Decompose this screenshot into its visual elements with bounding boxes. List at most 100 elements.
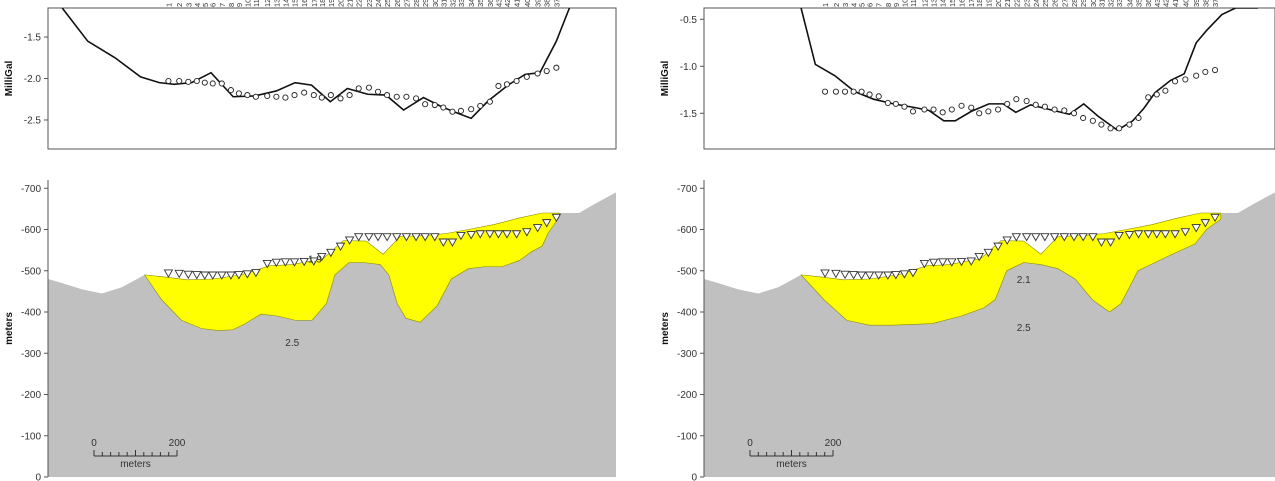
station-marker — [919, 260, 930, 269]
station-label: 3 — [184, 3, 193, 7]
station-marker — [1114, 231, 1124, 241]
observed-gravity-point — [1145, 94, 1152, 101]
station-label: 31 — [439, 0, 448, 7]
station-label: 27 — [1060, 0, 1069, 7]
sediment-body — [143, 212, 560, 331]
station-marker — [401, 233, 412, 242]
station-marker — [856, 271, 867, 280]
observed-gravity-point — [282, 94, 289, 101]
station-marker — [522, 228, 532, 237]
observed-gravity-point — [291, 92, 298, 99]
station-label: 21 — [346, 0, 355, 7]
observed-gravity-point — [1032, 101, 1039, 108]
station-label: 14 — [281, 0, 290, 7]
observed-gravity-point — [393, 93, 400, 100]
observed-gravity-point — [1182, 76, 1189, 83]
station-label: 42 — [503, 0, 512, 7]
station-marker — [1096, 238, 1107, 247]
station-label: 25 — [383, 0, 392, 7]
station-label: 12 — [263, 0, 272, 7]
observed-gravity-point — [523, 73, 530, 80]
station-label: 30 — [1089, 0, 1098, 7]
station-label: 7 — [218, 3, 227, 7]
station-label: 17 — [967, 0, 976, 7]
station-label: 41 — [1171, 0, 1180, 7]
station-label: 5 — [201, 3, 210, 7]
station-label: 9 — [235, 3, 244, 7]
station-label: 28 — [412, 0, 421, 7]
station-marker — [466, 231, 476, 240]
station-label: 18 — [318, 0, 327, 7]
station-marker — [928, 258, 939, 268]
station-label: 32 — [448, 0, 457, 7]
station-label: 36 — [486, 0, 495, 7]
observed-gravity-point — [374, 88, 382, 95]
density-model-right: -700 -600 -500 -400 -300 -200 -100 0 meters 2.1 2.… — [660, 180, 1275, 481]
observed-gravity-point — [486, 98, 493, 105]
observed-gravity-point — [337, 95, 344, 102]
observed-gravity-point — [1061, 107, 1068, 114]
station-marker — [1002, 236, 1012, 245]
observed-gravity-point — [1089, 117, 1096, 124]
y-tick-label: -300 — [21, 349, 41, 360]
station-marker — [344, 236, 355, 245]
sediment-body — [800, 212, 1222, 326]
station-label: 6 — [209, 3, 218, 7]
station-label: 23 — [1023, 0, 1032, 7]
y-tick-label: -700 — [21, 184, 41, 195]
station-marker — [411, 233, 421, 242]
observed-gravity-point — [218, 80, 225, 87]
observed-gravity-point — [1153, 91, 1160, 98]
station-label: 6 — [866, 3, 875, 7]
plot-frame — [47, 7, 617, 150]
station-label: 23 — [365, 0, 374, 7]
observed-gravity-point — [958, 102, 965, 109]
station-marker — [1170, 230, 1180, 239]
station-label: 30 — [431, 0, 440, 7]
y-tick-label: -600 — [677, 225, 697, 236]
y-tick-label: -200 — [21, 390, 41, 401]
plot-frame — [703, 7, 1275, 150]
observed-gravity-point — [431, 101, 438, 109]
observed-gravity-point — [422, 101, 429, 108]
density-label: 1.9 — [308, 255, 322, 266]
station-label: 38 — [543, 0, 552, 7]
station-label: 4 — [193, 3, 202, 7]
observed-gravity-point — [1126, 121, 1133, 128]
y-tick-label: -500 — [677, 266, 697, 277]
station-label: 40 — [523, 0, 532, 7]
observed-gravity-point — [939, 109, 946, 116]
station-marker — [541, 219, 552, 228]
station-label: 29 — [421, 0, 430, 7]
density-model-left: -700 -600 -500 -400 -300 -200 -100 0 meters 1.9 2.… — [4, 180, 616, 481]
y-tick-label: -500 — [21, 266, 41, 277]
observed-gravity-point — [346, 92, 353, 99]
station-label: 41 — [513, 0, 522, 7]
y-axis-label: meters — [660, 312, 671, 345]
scalebar-start-label: 0 — [91, 438, 97, 449]
station-marker — [217, 271, 227, 280]
density-label: 2.5 — [1017, 323, 1031, 334]
observed-gravity-point — [866, 91, 873, 98]
station-marker — [1049, 233, 1060, 242]
y-tick-label: -400 — [21, 308, 41, 319]
observed-gravity-point — [468, 106, 475, 113]
scalebar-start-label: 0 — [747, 438, 753, 449]
observed-gravity-point — [909, 108, 917, 115]
y-tick-label: -2.5 — [24, 115, 42, 126]
station-marker — [262, 260, 273, 269]
station-label: 24 — [374, 0, 383, 7]
observed-gravity-point — [1080, 114, 1087, 122]
observed-gravity-point — [318, 94, 325, 101]
station-marker — [1180, 228, 1191, 237]
observed-gravity-point — [968, 104, 975, 111]
station-label: 18 — [975, 0, 984, 7]
observed-gravity-point — [1202, 68, 1209, 75]
station-label: 27 — [402, 0, 411, 7]
observed-gravity-point — [1107, 125, 1114, 132]
station-marker — [1143, 230, 1154, 239]
station-marker — [299, 257, 309, 267]
observed-gravity-point — [858, 88, 865, 95]
station-marker — [447, 238, 458, 247]
